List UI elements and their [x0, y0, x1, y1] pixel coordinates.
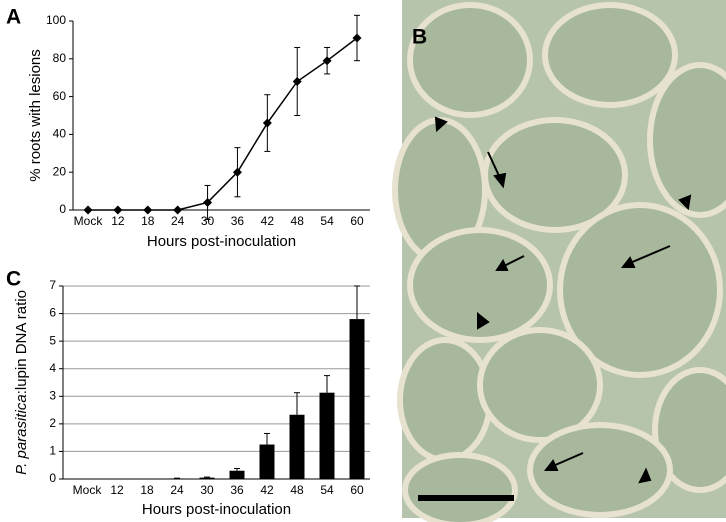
marker: [232, 167, 242, 177]
marker: [113, 205, 123, 215]
error-bar: [324, 375, 330, 393]
marker: [83, 205, 93, 215]
panel-label: C: [6, 268, 21, 291]
y-axis-title-part: P. parasitica: [13, 394, 30, 475]
marker: [352, 33, 362, 43]
marker: [203, 197, 213, 207]
line: [88, 37, 358, 211]
error-bar: [354, 285, 360, 320]
bar: [229, 470, 245, 479]
micrograph: B: [392, 0, 726, 522]
x-tick-label: 12: [111, 214, 125, 228]
y-tick-label: 40: [53, 127, 67, 141]
x-tick-label: 48: [291, 214, 305, 228]
y-tick-label: 2: [49, 416, 56, 430]
y-tick-label: 1: [49, 444, 56, 458]
error-bar: [294, 392, 300, 415]
x-tick-label: 30: [200, 483, 214, 497]
panel-label: A: [6, 6, 21, 29]
x-tick-label: 36: [231, 214, 245, 228]
y-axis-title: P. parasitica:lupin DNA ratio: [13, 290, 30, 475]
y-tick-label: 6: [49, 306, 56, 320]
bar: [289, 414, 305, 479]
y-tick-label: 5: [49, 333, 56, 347]
x-tick-label: 18: [141, 214, 155, 228]
marker: [322, 56, 332, 66]
x-axis-title: Hours post-inoculation: [147, 233, 296, 250]
x-tick-label: 42: [260, 483, 274, 497]
error-bar: [264, 433, 270, 445]
x-tick-label: Mock: [74, 214, 104, 228]
y-tick-label: 4: [49, 361, 56, 375]
bar: [199, 477, 215, 479]
x-tick-label: 54: [320, 214, 334, 228]
y-tick-label: 7: [49, 278, 56, 292]
x-axis-title: Hours post-inoculation: [142, 501, 291, 518]
x-tick-label: 12: [110, 483, 124, 497]
bar: [259, 444, 275, 479]
panel-label: B: [412, 26, 427, 49]
x-tick-label: 36: [230, 483, 244, 497]
marker: [292, 76, 302, 86]
y-tick-label: 80: [53, 51, 67, 65]
bar: [169, 478, 185, 479]
x-tick-label: 48: [290, 483, 304, 497]
x-tick-label: 60: [350, 214, 364, 228]
y-tick-label: 100: [46, 13, 66, 27]
y-tick-label: 3: [49, 388, 56, 402]
y-tick-label: 0: [49, 471, 56, 485]
y-tick-label: 0: [59, 202, 66, 216]
bar: [349, 319, 365, 479]
x-tick-label: 30: [201, 214, 215, 228]
x-tick-label: 24: [170, 483, 184, 497]
x-tick-label: 42: [261, 214, 275, 228]
marker: [143, 205, 153, 215]
y-axis-title: % roots with lesions: [27, 49, 44, 182]
x-tick-label: 18: [140, 483, 154, 497]
y-axis-title-part: :lupin DNA ratio: [13, 290, 30, 394]
x-tick-label: Mock: [73, 483, 103, 497]
y-axis-title-part: % roots with lesions: [27, 49, 44, 182]
marker: [173, 205, 183, 215]
y-tick-label: 20: [53, 164, 67, 178]
x-tick-label: 60: [350, 483, 364, 497]
error-bar: [234, 468, 240, 471]
x-tick-label: 24: [171, 214, 185, 228]
x-tick-label: 54: [320, 483, 334, 497]
marker: [262, 118, 272, 128]
y-tick-label: 60: [53, 89, 67, 103]
error-bar: [204, 476, 210, 478]
bar: [319, 392, 335, 479]
